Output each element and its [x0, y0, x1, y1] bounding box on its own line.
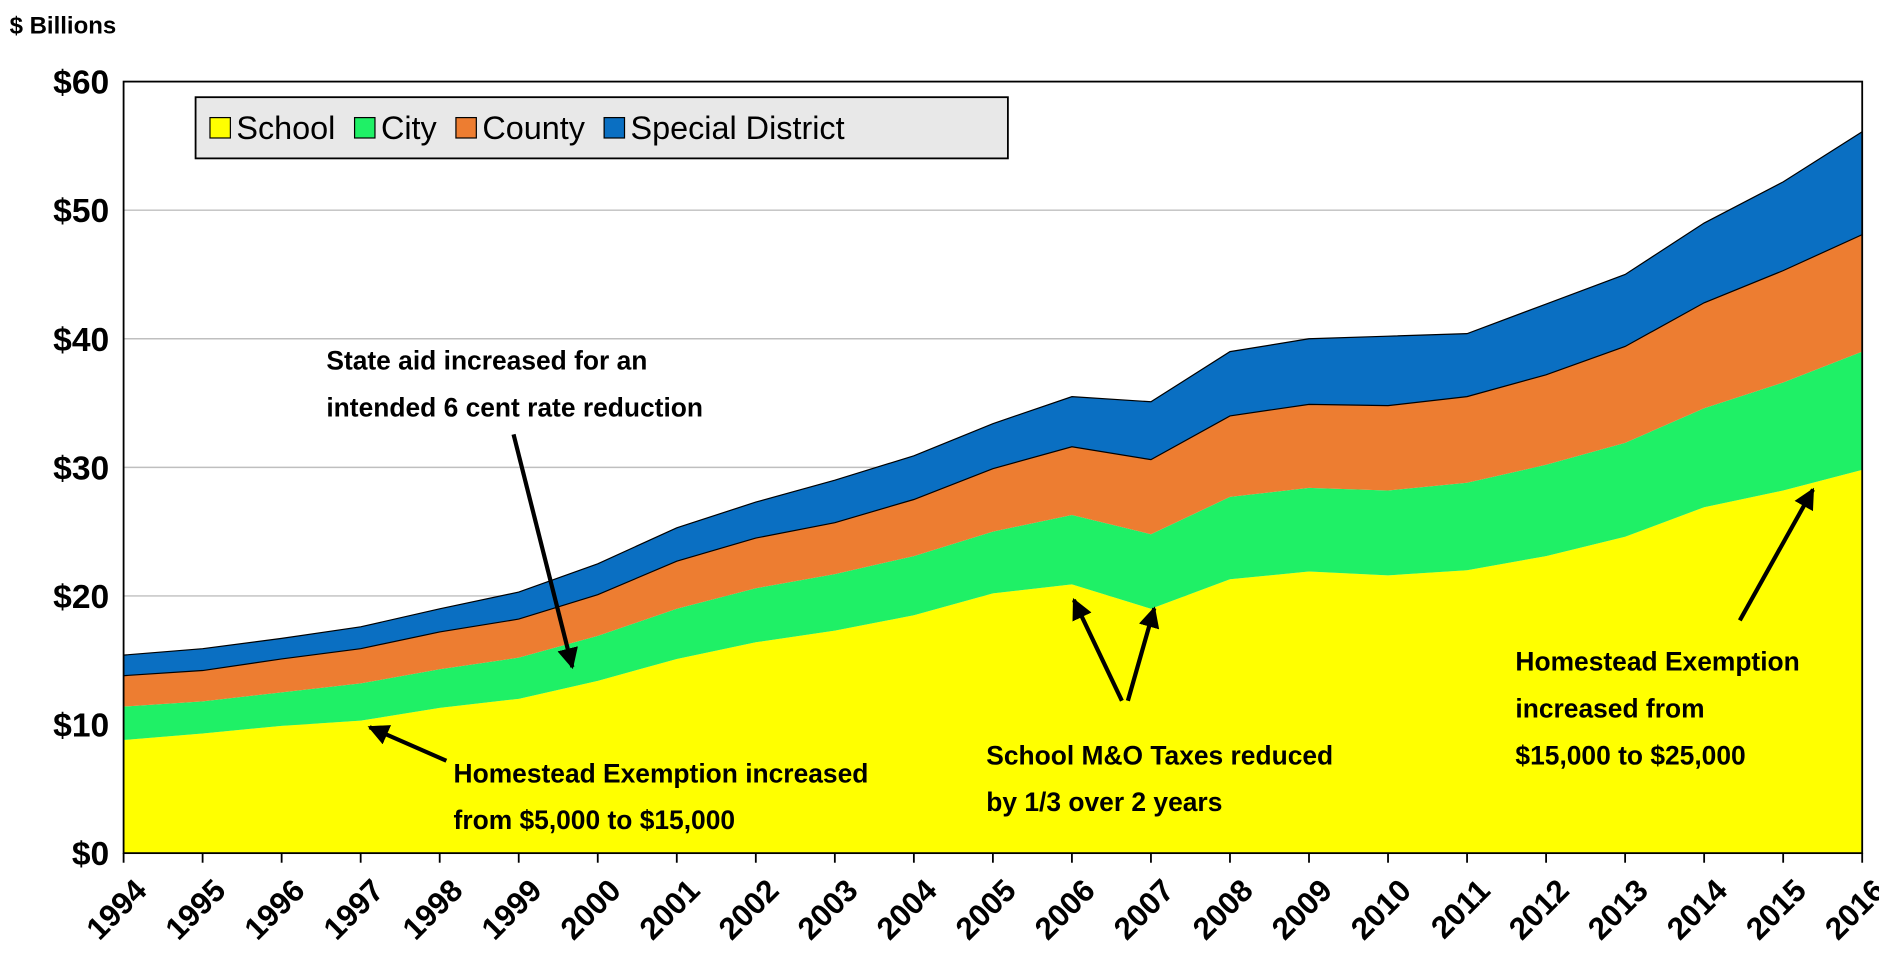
x-tick-label: 2002 [712, 873, 786, 947]
x-tick-label: 2013 [1581, 873, 1655, 947]
x-tick-label: 1994 [80, 872, 154, 946]
y-tick-label: $10 [53, 708, 109, 745]
legend-swatch [455, 116, 477, 139]
annotation: intended 6 cent rate reduction [326, 392, 703, 422]
x-tick-label: 1995 [159, 873, 233, 947]
y-tick-label: $60 [53, 65, 109, 102]
arrow [511, 433, 578, 670]
area [123, 234, 1863, 707]
legend-box [194, 96, 1009, 160]
arrow [1737, 487, 1815, 622]
y-axis-label: $ Billions [10, 13, 117, 40]
legend-label: Special District [631, 110, 845, 146]
legend-label: City [381, 110, 438, 146]
legend-label: County [482, 110, 585, 146]
annotation: increased from [1515, 694, 1704, 724]
legend-swatch [209, 116, 231, 139]
legend-swatch [603, 116, 626, 139]
y-tick-label: $0 [72, 836, 109, 873]
x-tick-label: 2005 [949, 873, 1023, 947]
legend-label: School [236, 110, 335, 146]
x-tick-label: 2010 [1344, 873, 1418, 947]
x-tick-label: 2004 [870, 872, 944, 946]
annotation: School M&O Taxes reduced [986, 740, 1333, 770]
legend: School City County Special District [194, 96, 1009, 160]
x-tick-label: 2003 [791, 873, 865, 947]
x-tick-label: 2011 [1424, 873, 1497, 946]
y-tick-label: $20 [53, 579, 109, 616]
x-tick-label: 1999 [475, 873, 549, 947]
x-tick-label: 1997 [317, 873, 391, 947]
annotation: by 1/3 over 2 years [986, 787, 1222, 817]
y-tick-label: $50 [53, 193, 109, 230]
x-tick-label: 1998 [396, 873, 470, 947]
annotation: Homestead Exemption increased [454, 758, 869, 788]
x-tick-label: 2008 [1186, 873, 1260, 947]
arrows [367, 433, 1815, 763]
y-tick-label: $40 [53, 322, 109, 359]
x-tick-label: 2000 [554, 873, 628, 947]
x-tick-label: 2016 [1818, 873, 1879, 947]
arrow [1125, 606, 1160, 702]
x-tick-label: 2014 [1660, 872, 1734, 946]
x-tick-label: 2007 [1107, 873, 1181, 947]
annotation: Homestead Exemption [1515, 647, 1799, 677]
x-tick-label: 2001 [633, 873, 707, 947]
x-tick-label: 2012 [1502, 873, 1576, 947]
x-tick-label: 2006 [1028, 873, 1102, 947]
arrow [367, 725, 448, 763]
arrow [1071, 598, 1124, 702]
area [123, 351, 1863, 740]
legend-swatch [353, 116, 376, 139]
annotation: $15,000 to $25,000 [1515, 740, 1745, 770]
annotation: from $5,000 to $15,000 [454, 805, 735, 835]
plot-area [122, 80, 1864, 863]
x-tick-label: 2009 [1265, 873, 1339, 947]
x-tick-label: 2015 [1739, 873, 1813, 947]
y-tick-label: $30 [53, 450, 109, 487]
area [123, 469, 1863, 854]
x-tick-label: 1996 [238, 873, 312, 947]
annotation: State aid increased for an [326, 346, 647, 376]
